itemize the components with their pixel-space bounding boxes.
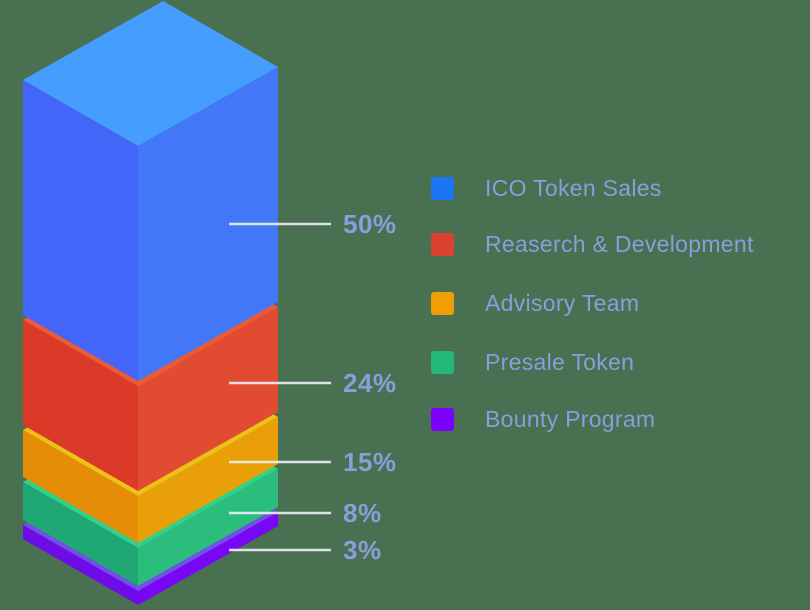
legend-label-reaserch-development: Reaserch & Development bbox=[485, 230, 754, 257]
segment-presale-token-left-face bbox=[23, 482, 138, 586]
legend-item-ico-token-sales: ICO Token Sales bbox=[431, 173, 662, 203]
legend-label-presale-token: Presale Token bbox=[485, 348, 635, 375]
segment-reaserch-development-right-face bbox=[138, 307, 278, 491]
percent-label-reaserch-development: 24% bbox=[343, 368, 397, 398]
legend-label-ico-token-sales: ICO Token Sales bbox=[485, 174, 662, 201]
percent-label-advisory-team: 15% bbox=[343, 447, 397, 477]
legend-swatch-ico-token-sales bbox=[431, 176, 454, 200]
percent-label-presale-token: 8% bbox=[343, 498, 382, 528]
segment-advisory-team-right-face bbox=[138, 417, 278, 543]
legend-swatch-presale-token bbox=[431, 350, 454, 374]
legend-label-bounty-program: Bounty Program bbox=[485, 405, 656, 432]
legend-swatch-reaserch-development bbox=[431, 232, 454, 256]
legend-swatch-bounty-program bbox=[431, 407, 454, 431]
segment-presale-token-right-face bbox=[138, 469, 278, 586]
legend-label-advisory-team: Advisory Team bbox=[485, 289, 640, 316]
percent-label-bounty-program: 3% bbox=[343, 535, 382, 565]
segment-ico-token-sales-left-face bbox=[23, 80, 138, 381]
segment-bounty-program-left-face bbox=[23, 525, 138, 605]
legend-swatch-advisory-team bbox=[431, 291, 454, 315]
segment-bounty-program-right-face bbox=[138, 512, 278, 605]
legend-item-presale-token: Presale Token bbox=[431, 347, 634, 377]
legend-item-advisory-team: Advisory Team bbox=[431, 288, 639, 318]
percent-label-ico-token-sales: 50% bbox=[343, 209, 397, 239]
segment-ico-token-sales-top-face bbox=[23, 1, 278, 146]
legend-item-reaserch-development: Reaserch & Development bbox=[431, 229, 754, 259]
legend-item-bounty-program: Bounty Program bbox=[431, 404, 655, 434]
segment-reaserch-development-left-face bbox=[23, 320, 138, 491]
segment-ico-token-sales-right-face bbox=[138, 67, 278, 381]
segment-advisory-team-left-face bbox=[23, 430, 138, 543]
